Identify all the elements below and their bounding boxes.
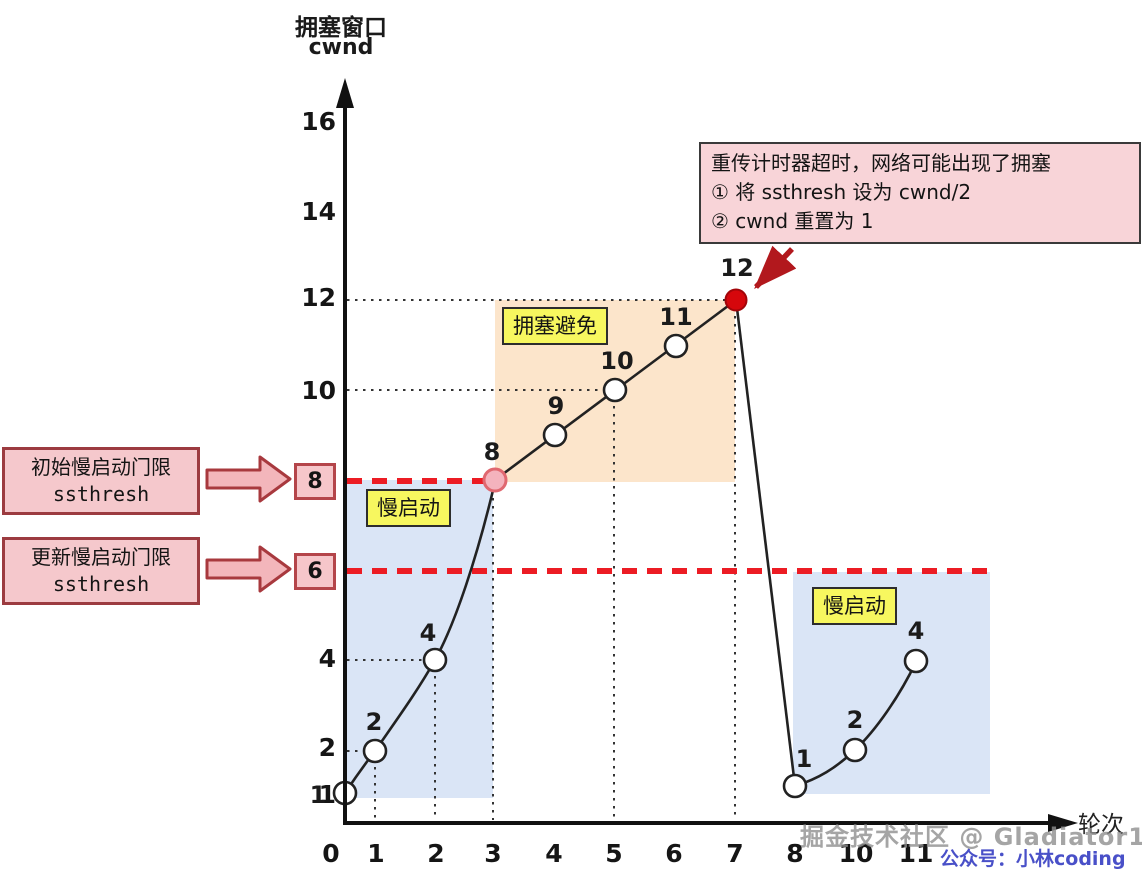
x-tick-4: 4 bbox=[545, 839, 563, 868]
x-tick-5: 5 bbox=[605, 839, 623, 868]
point-label-ss1-4: 4 bbox=[419, 619, 437, 647]
timeout-annotation-line3: ② cwnd 重置为 1 bbox=[711, 209, 874, 233]
point-ss2-10-2 bbox=[842, 737, 868, 763]
x-tick-10: 10 bbox=[838, 839, 874, 868]
point-label-ss1-1: 1 bbox=[309, 781, 327, 809]
point-label-ca-11: 11 bbox=[659, 303, 693, 331]
y-tick-2: 2 bbox=[318, 733, 336, 762]
y-axis-title-line1: 拥塞窗口 bbox=[295, 15, 387, 41]
y-tick-1: 1 bbox=[318, 780, 336, 809]
point-ssthresh-3-8 bbox=[482, 467, 508, 493]
updated-ssthresh-label-line1: 更新慢启动门限 bbox=[31, 545, 171, 569]
initial-ssthresh-label-box: 初始慢启动门限 ssthresh bbox=[2, 447, 200, 515]
timeout-annotation-arrow-icon bbox=[754, 245, 797, 289]
initial-ssthresh-arrow-icon bbox=[205, 455, 292, 503]
ssthresh-value-box-8: 8 bbox=[294, 463, 336, 500]
watermark-gray: 掘金技术社区 @ Gladiator1 bbox=[800, 823, 1142, 851]
x-tick-2: 2 bbox=[427, 839, 445, 868]
point-label-ca-9: 9 bbox=[547, 392, 565, 420]
point-ss2-8-1 bbox=[782, 773, 808, 799]
timeout-annotation-box: 重传计时器超时，网络可能出现了拥塞 ① 将 ssthresh 设为 cwnd/2… bbox=[699, 142, 1141, 244]
slow-start-curve-1 bbox=[343, 481, 497, 794]
timeout-drop-line bbox=[734, 299, 797, 787]
point-ca-5-10 bbox=[602, 377, 628, 403]
phase-label-congestion-avoidance: 拥塞避免 bbox=[502, 307, 608, 345]
point-ss1-2-4 bbox=[422, 647, 448, 673]
dotted-guides bbox=[347, 299, 736, 820]
threshold-block-arrows bbox=[205, 455, 292, 593]
initial-ssthresh-label-line1: 初始慢启动门限 bbox=[31, 455, 171, 479]
y-tick-12: 12 bbox=[301, 283, 336, 312]
y-tick-14: 14 bbox=[301, 197, 336, 226]
y-tick-16: 16 bbox=[301, 107, 336, 136]
point-label-ss1-8: 8 bbox=[483, 438, 501, 466]
timeout-annotation-line1: 重传计时器超时，网络可能出现了拥塞 bbox=[711, 151, 1051, 175]
x-axis-arrowhead-icon bbox=[1048, 814, 1078, 832]
point-ca-6-11 bbox=[663, 333, 689, 359]
x-tick-1: 1 bbox=[367, 839, 385, 868]
point-label-ss2-1: 1 bbox=[795, 745, 813, 773]
initial-ssthresh-label-line2: ssthresh bbox=[52, 482, 150, 506]
point-label-ss1-2: 2 bbox=[365, 708, 383, 736]
updated-ssthresh-label-box: 更新慢启动门限 ssthresh bbox=[2, 537, 200, 605]
x-tick-3: 3 bbox=[484, 839, 502, 868]
x-tick-8: 8 bbox=[786, 839, 804, 868]
data-points bbox=[332, 288, 929, 806]
point-ss1-1-2 bbox=[362, 738, 388, 764]
point-label-ss2-4: 4 bbox=[907, 617, 925, 645]
point-ca-4-9 bbox=[542, 422, 568, 448]
y-axis-arrowhead-icon bbox=[336, 78, 354, 108]
ssthresh-value-box-6: 6 bbox=[294, 553, 336, 590]
x-tick-7: 7 bbox=[726, 839, 744, 868]
watermark-blue: 公众号：小林coding bbox=[940, 848, 1126, 870]
point-ss2-11-4 bbox=[903, 648, 929, 674]
x-tick-6: 6 bbox=[665, 839, 683, 868]
y-axis-title-line2: cwnd bbox=[308, 35, 374, 60]
updated-ssthresh-arrow-icon bbox=[205, 545, 292, 593]
x-tick-0: 0 bbox=[322, 839, 340, 868]
phase-label-slow-start-2: 慢启动 bbox=[812, 587, 897, 625]
phase-label-slow-start-1: 慢启动 bbox=[366, 489, 451, 527]
point-label-ss2-2: 2 bbox=[846, 706, 864, 734]
y-tick-10: 10 bbox=[301, 376, 336, 405]
x-axis-title: 轮次 bbox=[1078, 812, 1124, 838]
point-label-ca-10: 10 bbox=[600, 347, 634, 375]
updated-ssthresh-label-line2: ssthresh bbox=[52, 572, 150, 596]
timeout-annotation-line2: ① 将 ssthresh 设为 cwnd/2 bbox=[711, 180, 972, 204]
point-label-ca-12: 12 bbox=[720, 254, 754, 282]
x-tick-11: 11 bbox=[898, 839, 934, 868]
point-timeout-7-12 bbox=[724, 288, 748, 312]
y-tick-4: 4 bbox=[318, 644, 336, 673]
